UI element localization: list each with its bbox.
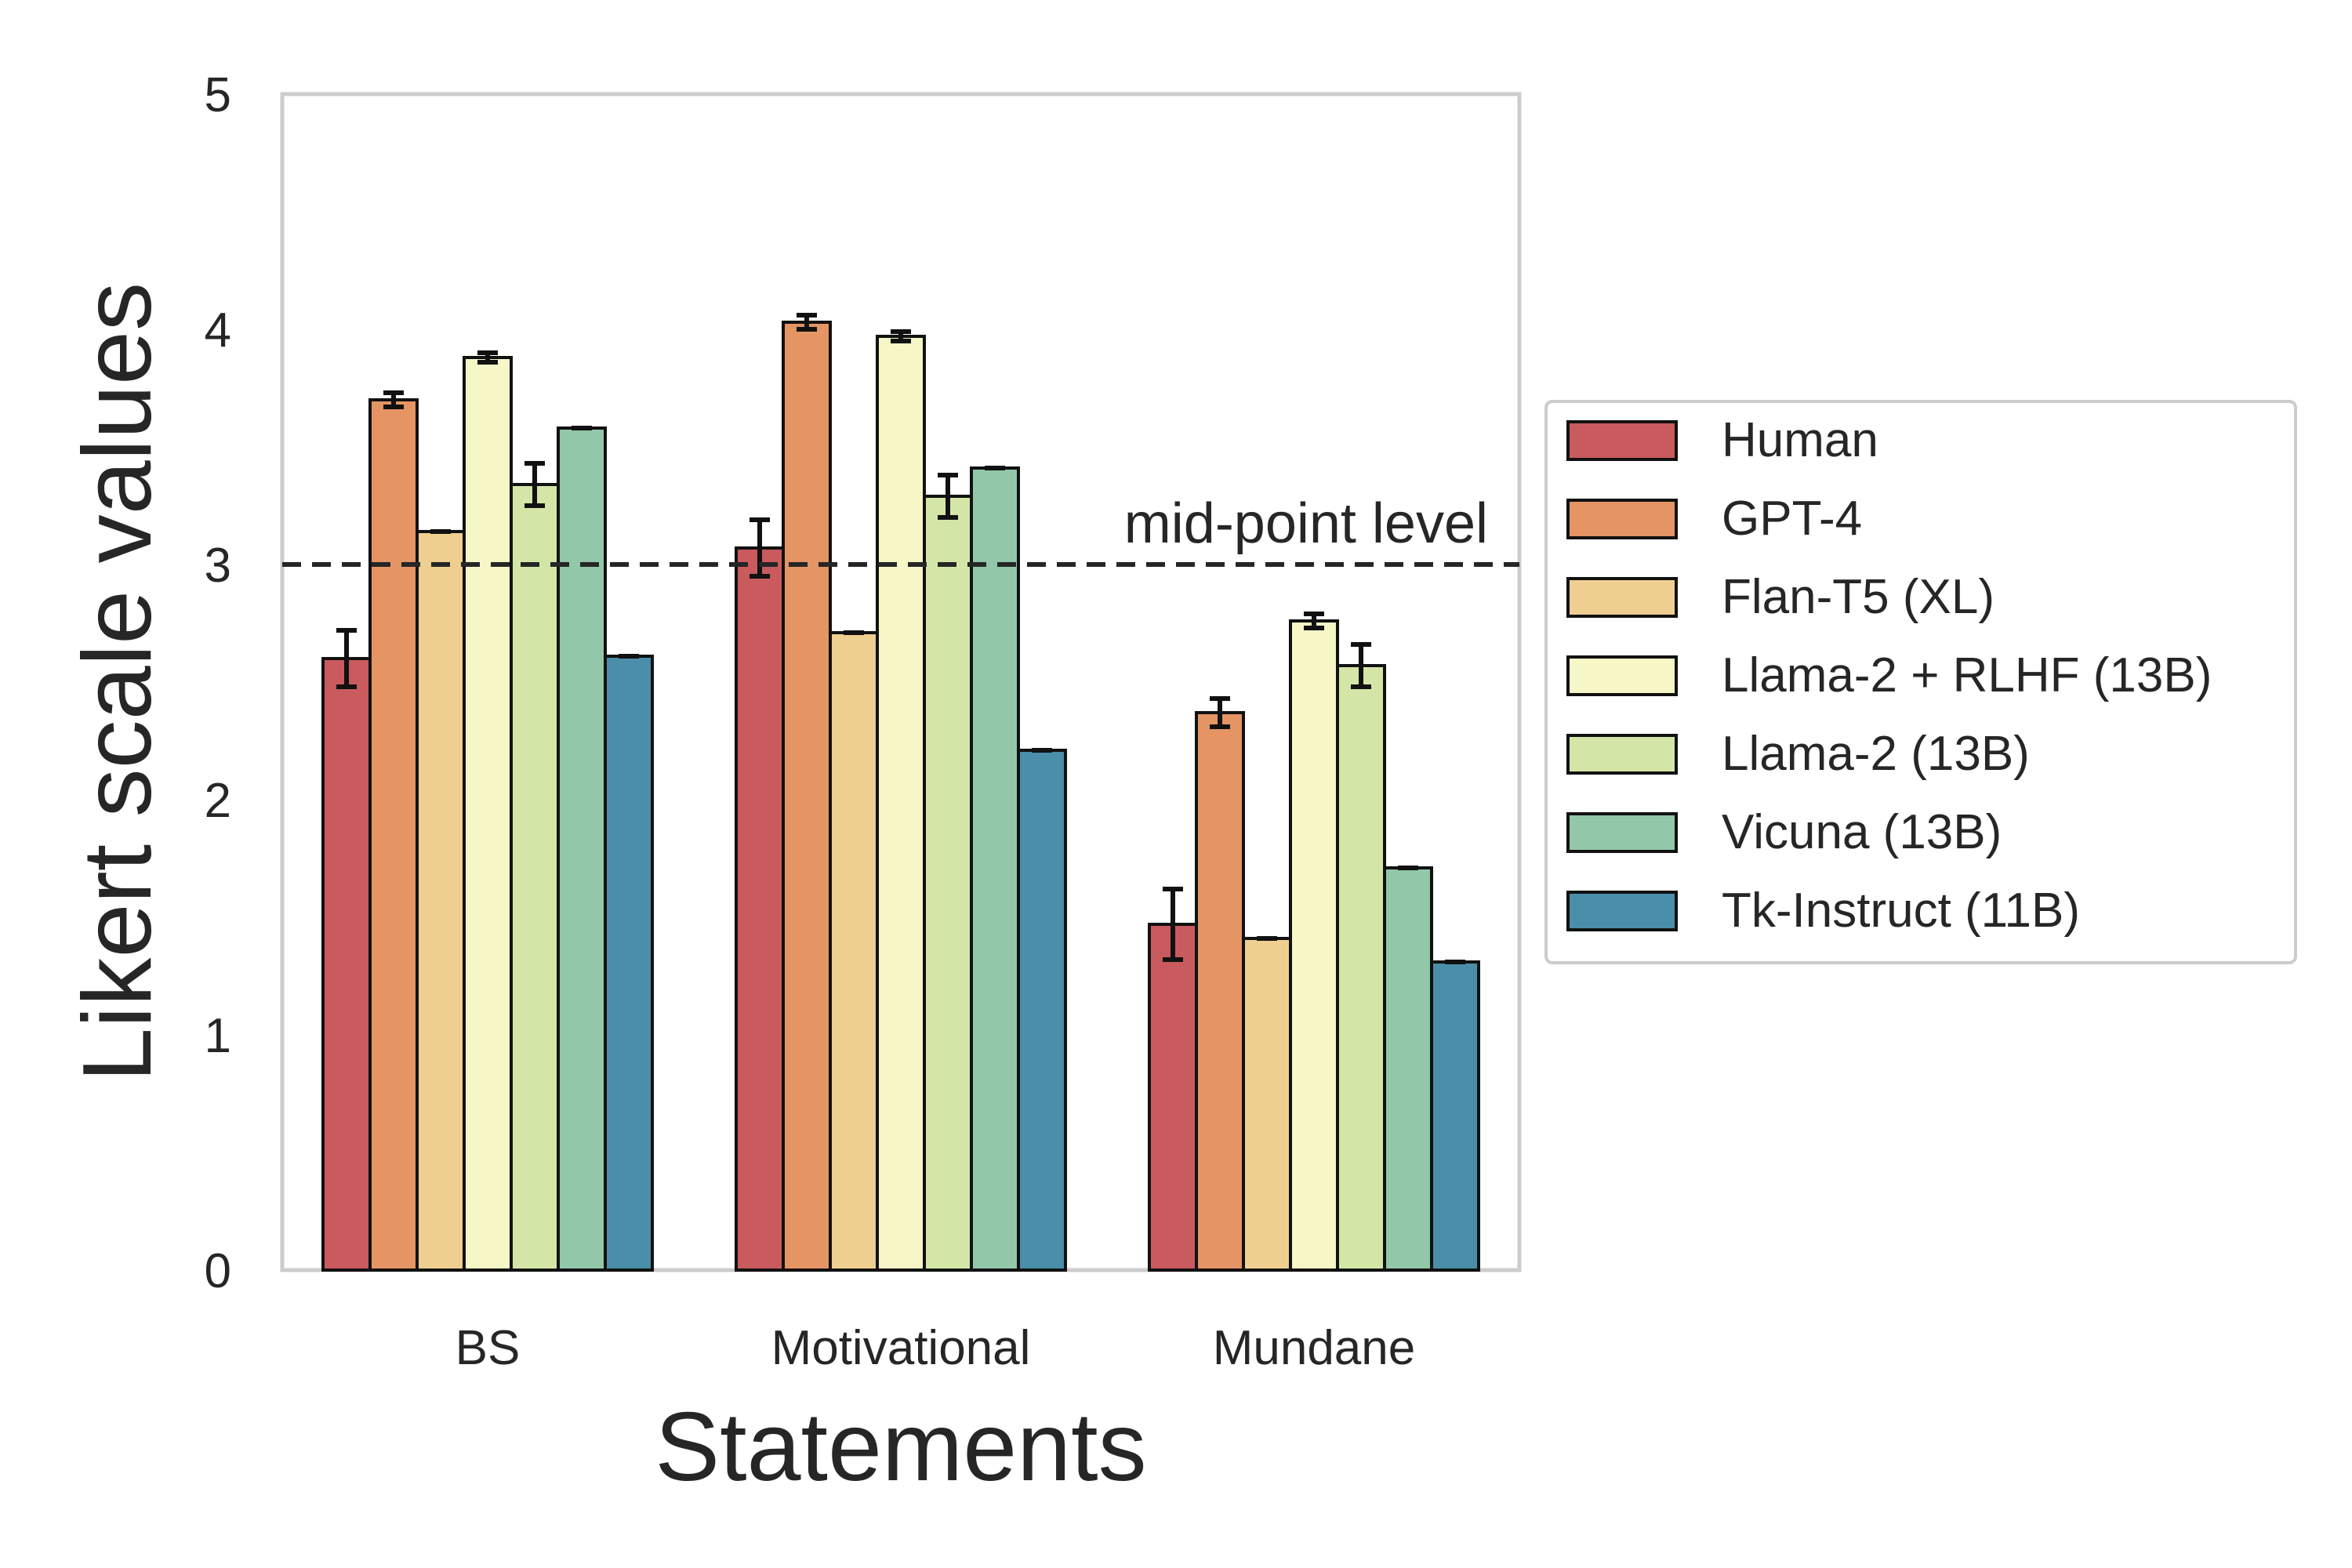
y-tick-label-0: 0: [205, 1244, 231, 1298]
error-bar-llama-2-rlhf-13b-motivational: [891, 329, 911, 343]
y-axis-title: Likert scale values: [64, 282, 172, 1082]
x-tick-label-motivational: Motivational: [771, 1321, 1031, 1375]
error-bar-llama-2-rlhf-13b-bs: [477, 350, 498, 365]
x-axis-title: Statements: [655, 1393, 1146, 1501]
legend-label-vicuna-13b: Vicuna (13B): [1722, 805, 2002, 859]
bar-gpt-4-mundane: [1195, 711, 1245, 1272]
bar-tk-instruct-11b-bs: [604, 655, 654, 1272]
x-axis-ticks: BS Motivational Mundane: [456, 1321, 1416, 1375]
bar-vicuna-13b-motivational: [970, 466, 1020, 1272]
legend-swatch-human: [1566, 420, 1678, 461]
legend-swatch-llama-2-rlhf-13b: [1566, 655, 1678, 696]
y-tick-label-1: 1: [205, 1009, 231, 1063]
legend-label-flan-t5-xl: Flan-T5 (XL): [1722, 570, 1994, 624]
bar-flan-t5-xl-mundane: [1242, 937, 1292, 1272]
legend-swatch-flan-t5-xl: [1566, 577, 1678, 618]
error-bar-human-mundane: [1163, 887, 1183, 962]
bar-human-bs: [321, 657, 372, 1272]
bar-flan-t5-xl-bs: [416, 530, 466, 1272]
legend-item-gpt-4: GPT-4: [1566, 492, 1862, 546]
bar-human-mundane: [1148, 923, 1198, 1272]
legend-item-tk-instruct-11b: Tk-Instruct (11B): [1566, 884, 2080, 938]
legend-item-llama-2-13b: Llama-2 (13B): [1566, 727, 2030, 781]
error-bar-llama-2-13b-mundane: [1351, 642, 1371, 689]
legend-item-vicuna-13b: Vicuna (13B): [1566, 805, 2002, 859]
y-tick-label-3: 3: [205, 539, 231, 593]
bar-llama-2-13b-motivational: [923, 495, 973, 1272]
error-bar-llama-2-13b-motivational: [938, 473, 958, 520]
error-bar-gpt-4-motivational: [797, 313, 817, 332]
bar-llama-2-rlhf-13b-motivational: [876, 335, 926, 1272]
bar-llama-2-rlhf-13b-mundane: [1289, 619, 1339, 1272]
bar-gpt-4-motivational: [782, 321, 832, 1272]
y-tick-label-2: 2: [205, 774, 231, 828]
legend-label-llama-2-13b: Llama-2 (13B): [1722, 727, 2030, 781]
error-bar-human-bs: [336, 628, 357, 689]
mid-point-label: mid-point level: [1124, 492, 1488, 555]
error-bar-llama-2-13b-bs: [524, 461, 545, 508]
bar-llama-2-13b-mundane: [1336, 664, 1386, 1272]
legend-swatch-tk-instruct-11b: [1566, 891, 1678, 931]
bar-vicuna-13b-bs: [557, 426, 607, 1272]
bar-flan-t5-xl-motivational: [829, 631, 879, 1272]
error-bar-llama-2-rlhf-13b-mundane: [1304, 612, 1324, 630]
bar-llama-2-13b-bs: [510, 483, 560, 1272]
legend-item-llama-2-rlhf-13b: Llama-2 + RLHF (13B): [1566, 648, 2212, 702]
y-axis-ticks: 0 1 2 3 4 5: [205, 68, 231, 1298]
error-bar-gpt-4-mundane: [1210, 696, 1230, 729]
bar-vicuna-13b-mundane: [1383, 866, 1433, 1272]
bar-gpt-4-bs: [368, 398, 419, 1272]
bar-human-motivational: [735, 546, 785, 1272]
bar-tk-instruct-11b-mundane: [1430, 960, 1480, 1272]
bar-series-group: [321, 321, 1480, 1272]
bar-llama-2-rlhf-13b-bs: [463, 356, 513, 1272]
legend-frame: [1544, 400, 2297, 964]
bar-tk-instruct-11b-motivational: [1017, 749, 1067, 1272]
legend-item-flan-t5-xl: Flan-T5 (XL): [1566, 570, 1994, 624]
legend-label-tk-instruct-11b: Tk-Instruct (11B): [1722, 884, 2080, 938]
legend: Human GPT-4 Flan-T5 (XL) Llama-2 + RLHF (13…: [1544, 400, 2297, 964]
y-tick-label-4: 4: [205, 303, 231, 358]
legend-label-llama-2-rlhf-13b: Llama-2 + RLHF (13B): [1722, 648, 2212, 702]
legend-label-gpt-4: GPT-4: [1722, 492, 1862, 546]
legend-label-human: Human: [1722, 413, 1878, 467]
x-tick-label-bs: BS: [456, 1321, 521, 1375]
legend-swatch-llama-2-13b: [1566, 734, 1678, 775]
x-tick-label-mundane: Mundane: [1213, 1321, 1416, 1375]
legend-swatch-vicuna-13b: [1566, 812, 1678, 853]
legend-item-human: Human: [1566, 413, 1878, 467]
error-bar-gpt-4-bs: [383, 390, 404, 409]
y-tick-label-5: 5: [205, 68, 231, 122]
legend-swatch-gpt-4: [1566, 499, 1678, 539]
legend-items: Human GPT-4 Flan-T5 (XL) Llama-2 + RLHF (13…: [1566, 413, 2212, 938]
